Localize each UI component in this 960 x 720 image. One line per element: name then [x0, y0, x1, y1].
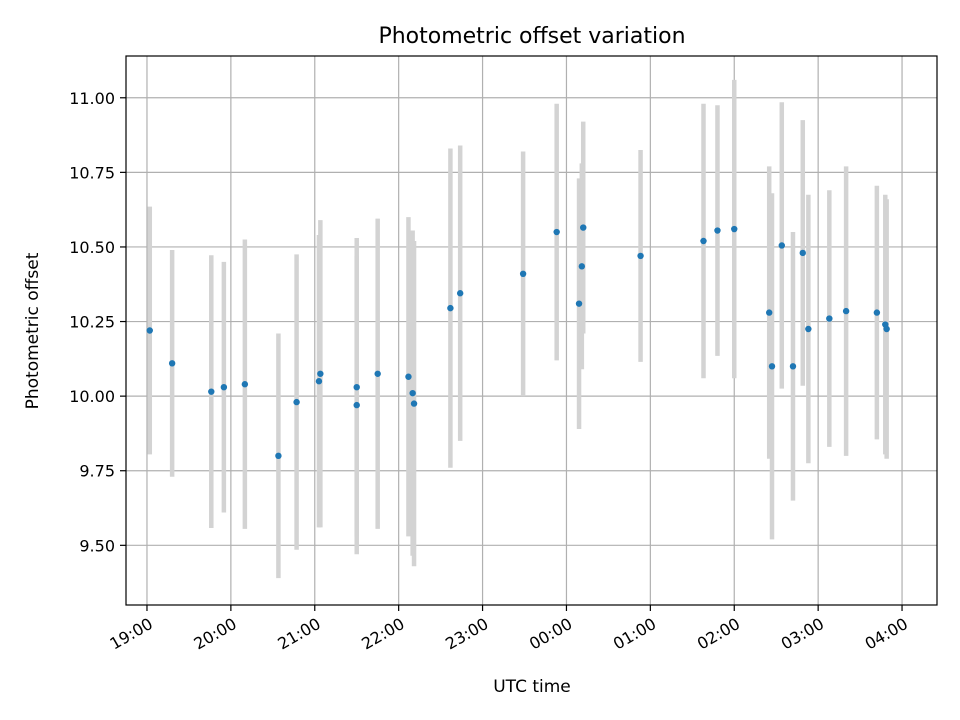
data-point — [146, 327, 153, 334]
data-point — [275, 452, 282, 460]
data-point — [410, 400, 418, 407]
x-tick-label: 20:00 — [190, 614, 239, 654]
data-point — [873, 309, 881, 316]
data-point — [826, 315, 833, 322]
data-point — [637, 252, 644, 260]
data-point — [883, 325, 890, 333]
data-point — [208, 388, 215, 395]
data-point — [731, 225, 738, 233]
data-point — [317, 370, 324, 377]
data-point — [580, 224, 587, 231]
y-tick-label: 10.75 — [69, 163, 115, 182]
data-point — [578, 263, 586, 270]
y-tick-label: 11.00 — [69, 89, 115, 108]
y-tick-label: 10.25 — [69, 313, 115, 332]
x-tick-label: 04:00 — [862, 614, 911, 654]
y-axis-ticks: 9.50 9.75 10.00 10.25 10.50 10.75 11.00 — [69, 89, 126, 555]
y-tick-label: 10.00 — [69, 387, 115, 406]
x-axis-ticks: 19:00 20:00 21:00 22:00 23:00 00:00 01:00 02:00… — [107, 605, 911, 654]
x-tick-label: 02:00 — [694, 614, 743, 654]
x-tick-label: 00:00 — [526, 614, 575, 654]
x-tick-label: 23:00 — [442, 614, 491, 654]
x-tick-label: 22:00 — [358, 614, 407, 654]
data-point — [447, 304, 454, 312]
y-tick-label: 10.50 — [69, 238, 115, 257]
data-point — [553, 228, 560, 236]
x-tick-label: 01:00 — [610, 614, 659, 654]
data-point — [220, 383, 228, 391]
data-point — [700, 237, 707, 245]
x-tick-label: 03:00 — [778, 614, 827, 654]
x-axis-label: UTC time — [493, 677, 571, 697]
data-point — [456, 290, 464, 297]
chart-title: Photometric offset variation — [378, 24, 685, 49]
data-point — [575, 300, 583, 307]
y-tick-label: 9.50 — [79, 536, 115, 555]
data-point — [766, 309, 773, 316]
data-points — [146, 224, 890, 460]
y-tick-label: 9.75 — [79, 462, 115, 481]
data-point — [168, 360, 176, 367]
data-point — [405, 373, 412, 380]
data-point — [789, 363, 797, 370]
data-point — [842, 307, 850, 315]
y-axis-label: Photometric offset — [23, 252, 43, 409]
data-point — [353, 401, 360, 409]
data-point — [374, 370, 381, 377]
plot-area-frame — [125, 55, 938, 606]
data-point — [805, 325, 812, 333]
x-tick-label: 21:00 — [274, 614, 323, 654]
error-bars — [147, 79, 889, 579]
data-point — [409, 389, 416, 397]
data-point — [714, 227, 721, 234]
x-tick-label: 19:00 — [107, 614, 156, 654]
data-point — [315, 378, 323, 385]
data-point — [293, 398, 300, 406]
data-point — [519, 270, 527, 278]
data-point — [778, 242, 785, 249]
data-point — [353, 383, 360, 391]
grid-lines — [126, 56, 937, 605]
data-point — [241, 381, 249, 388]
data-point — [799, 249, 806, 257]
data-point — [768, 363, 776, 370]
